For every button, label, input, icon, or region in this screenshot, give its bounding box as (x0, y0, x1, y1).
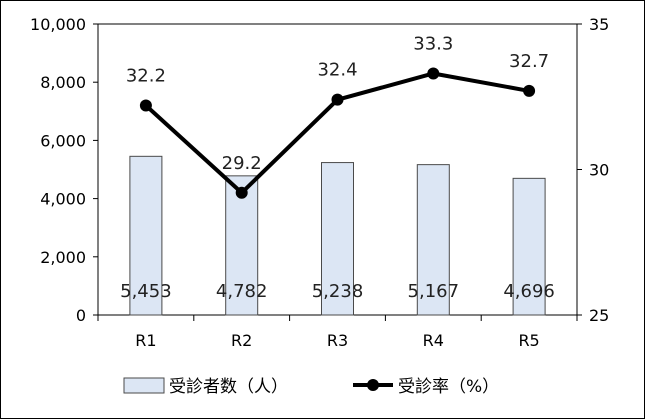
line-point (427, 67, 440, 80)
x-tick-label: R4 (423, 331, 444, 350)
legend: 受診者数（人） 受診率（%） (123, 377, 499, 397)
line-point (235, 186, 248, 199)
legend-swatch-marker (367, 379, 379, 391)
y-left-tick-label: 8,000 (40, 73, 86, 92)
bar (416, 164, 450, 316)
line-value-label: 32.7 (509, 51, 549, 72)
x-tick-label: R1 (135, 331, 156, 350)
line-point (523, 84, 536, 97)
bar-series (129, 155, 546, 316)
bar (129, 155, 163, 316)
line-value-label: 32.2 (126, 65, 166, 86)
y-left-tick-label: 6,000 (40, 131, 86, 150)
legend-swatch-bar (123, 377, 165, 394)
y-left-tick-label: 2,000 (40, 248, 86, 267)
line-value-label: 32.4 (317, 60, 357, 81)
y-left-tick-label: 4,000 (40, 190, 86, 209)
bar-data-labels: 5,453 4,782 5,238 5,167 4,696 (120, 281, 555, 302)
y-right-tick-label: 30 (589, 161, 609, 180)
bar (321, 162, 354, 316)
line-series (139, 67, 536, 199)
bar-value-label: 4,696 (503, 281, 555, 302)
axes: 0 2,000 4,000 6,000 8,000 10,000 25 30 35 R1 R2 R3 R… (30, 15, 609, 350)
bar-value-label: 5,167 (408, 281, 460, 302)
line-value-label: 29.2 (222, 153, 262, 174)
bar (512, 177, 546, 316)
line-point (331, 93, 344, 106)
x-tick-label: R3 (327, 331, 348, 350)
x-tick-label: R2 (231, 331, 252, 350)
line-value-label: 33.3 (413, 33, 453, 54)
bar (225, 175, 259, 316)
bar-value-label: 4,782 (216, 281, 268, 302)
y-left-tick-label: 0 (76, 306, 86, 325)
y-right-tick-label: 25 (589, 306, 609, 325)
bar-value-label: 5,453 (120, 281, 172, 302)
x-tick-label: R5 (518, 331, 539, 350)
y-left-tick-label: 10,000 (30, 15, 86, 34)
y-right-tick-label: 35 (589, 15, 609, 34)
bar-value-label: 5,238 (312, 281, 364, 302)
line-point (139, 99, 152, 112)
legend-label-bar: 受診者数（人） (169, 377, 288, 397)
legend-label-line: 受診率（%） (398, 377, 499, 397)
line-data-labels: 32.2 29.2 32.4 33.3 32.7 (126, 33, 549, 173)
